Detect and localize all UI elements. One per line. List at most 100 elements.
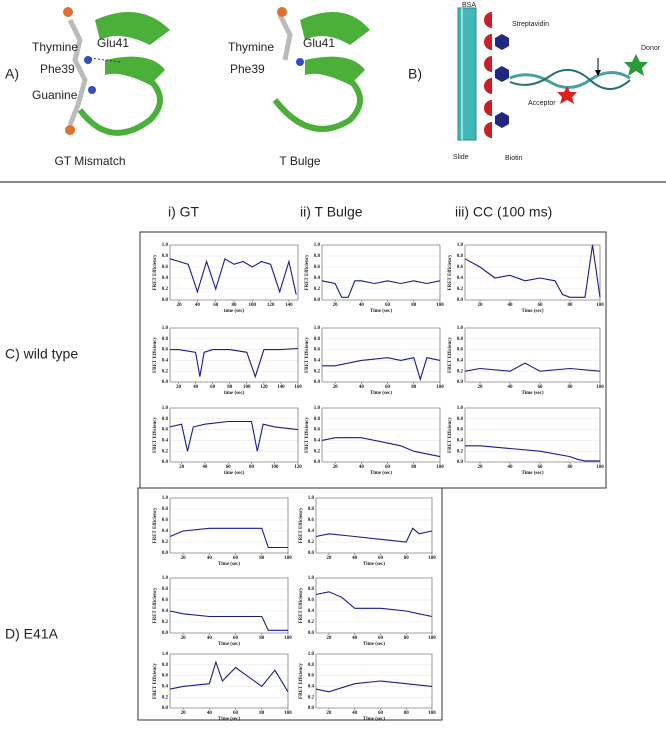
y-tick-label: 0.4 <box>308 529 315 534</box>
y-axis-label: FRET Efficiency <box>153 507 158 543</box>
y-tick-label: 0.2 <box>162 369 169 374</box>
x-tick-label: 80 <box>227 385 233 390</box>
x-tick-label: 80 <box>259 636 265 641</box>
y-axis-label: FRET Efficiency <box>448 254 453 290</box>
diagram-label: Slide <box>453 154 469 161</box>
x-tick-label: 140 <box>285 303 293 308</box>
x-tick-label: 80 <box>404 556 410 561</box>
x-tick-label: 60 <box>385 465 391 470</box>
row-label: D) E41A <box>5 626 59 642</box>
x-tick-label: 80 <box>232 303 238 308</box>
plot-frame <box>321 244 441 301</box>
y-tick-label: 0.8 <box>314 337 321 342</box>
y-axis-label: FRET Efficiency <box>305 417 310 453</box>
row-label: C) wild type <box>5 346 78 362</box>
y-tick-label: 1.0 <box>314 243 321 248</box>
x-axis-label: Time (sec) <box>218 562 240 567</box>
x-tick-label: 20 <box>333 465 339 470</box>
y-tick-label: 1.0 <box>457 326 464 331</box>
y-tick-label: 0.2 <box>162 449 169 454</box>
x-tick-label: 40 <box>207 711 213 716</box>
group-box <box>137 487 443 721</box>
y-tick-label: 0.6 <box>314 348 321 353</box>
x-tick-label: 60 <box>233 636 239 641</box>
x-tick-label: 60 <box>538 385 544 390</box>
x-tick-label: 80 <box>259 556 265 561</box>
column-header: iii) CC (100 ms) <box>455 204 552 220</box>
y-tick-label: 0.8 <box>162 587 169 592</box>
plot-frame <box>169 327 299 383</box>
y-axis-label: FRET Efficiency <box>305 337 310 373</box>
y-tick-label: 0.6 <box>457 428 464 433</box>
diagram-label: Acceptor <box>528 100 556 107</box>
x-tick-label: 40 <box>193 385 199 390</box>
x-tick-label: 100 <box>428 556 436 561</box>
plot-frame <box>169 407 299 463</box>
fret-trace <box>321 437 441 458</box>
x-tick-label: 60 <box>233 556 239 561</box>
x-tick-label: 120 <box>294 465 302 470</box>
y-tick-label: 0.0 <box>314 298 321 303</box>
y-axis-label: FRET Efficiency <box>305 254 310 290</box>
y-tick-label: 1.0 <box>457 406 464 411</box>
y-tick-label: 0.4 <box>162 359 169 364</box>
fret-trace <box>169 420 299 452</box>
y-tick-label: 0.4 <box>457 359 464 364</box>
y-tick-label: 0.0 <box>162 631 169 636</box>
x-tick-label: 60 <box>226 465 232 470</box>
residue-label: Phe39 <box>230 62 265 76</box>
fret-trace <box>321 280 441 298</box>
diagram-label: Donor <box>641 45 661 52</box>
plot-frame <box>169 244 299 301</box>
x-axis-label: Time (sec) <box>370 309 392 314</box>
y-tick-label: 0.2 <box>308 695 315 700</box>
y-tick-label: 0.2 <box>457 369 464 374</box>
x-tick-label: 20 <box>326 636 332 641</box>
y-tick-label: 0.4 <box>162 609 169 614</box>
x-tick-label: 100 <box>436 385 444 390</box>
fret-trace <box>464 244 601 298</box>
x-tick-label: 20 <box>181 556 187 561</box>
fret-trace <box>315 527 433 543</box>
x-axis-label: Time (sec) <box>218 717 240 722</box>
fret-trace <box>169 660 289 693</box>
y-tick-label: 0.2 <box>162 540 169 545</box>
x-tick-label: 60 <box>538 465 544 470</box>
x-tick-label: 20 <box>326 556 332 561</box>
y-tick-label: 0.2 <box>457 287 464 292</box>
x-tick-label: 80 <box>259 711 265 716</box>
y-tick-label: 0.8 <box>457 337 464 342</box>
y-axis-label: FRET Efficiency <box>153 254 158 290</box>
x-tick-label: 60 <box>210 385 216 390</box>
x-tick-label: 40 <box>202 465 208 470</box>
y-tick-label: 0.6 <box>162 348 169 353</box>
x-tick-label: 80 <box>568 385 574 390</box>
x-axis-label: Time (sec) <box>363 562 385 567</box>
y-tick-label: 0.0 <box>457 380 464 385</box>
x-tick-label: 40 <box>207 556 213 561</box>
y-tick-label: 0.4 <box>314 359 321 364</box>
y-tick-label: 0.8 <box>308 663 315 668</box>
y-axis-label: FRET Efficiency <box>448 337 453 373</box>
y-tick-label: 0.8 <box>308 587 315 592</box>
column-header: ii) T Bulge <box>300 204 363 220</box>
x-tick-label: 80 <box>411 303 417 308</box>
x-tick-label: 60 <box>385 385 391 390</box>
x-tick-label: 100 <box>596 385 604 390</box>
y-tick-label: 0.6 <box>314 265 321 270</box>
y-tick-label: 1.0 <box>308 576 315 581</box>
x-axis-label: Time (sec) <box>370 391 392 396</box>
x-tick-label: 20 <box>179 465 185 470</box>
fret-trace <box>465 445 600 462</box>
y-tick-label: 0.6 <box>314 428 321 433</box>
y-tick-label: 0.2 <box>314 287 321 292</box>
plot-frame <box>464 327 601 383</box>
x-tick-label: 100 <box>596 465 604 470</box>
residue-label: Glu41 <box>303 36 335 50</box>
x-tick-label: 160 <box>294 385 302 390</box>
plot-frame <box>169 577 289 634</box>
y-tick-label: 0.4 <box>314 276 321 281</box>
fret-trace <box>169 257 297 295</box>
y-tick-label: 0.8 <box>457 417 464 422</box>
x-axis-label: time (sec) <box>224 471 245 476</box>
